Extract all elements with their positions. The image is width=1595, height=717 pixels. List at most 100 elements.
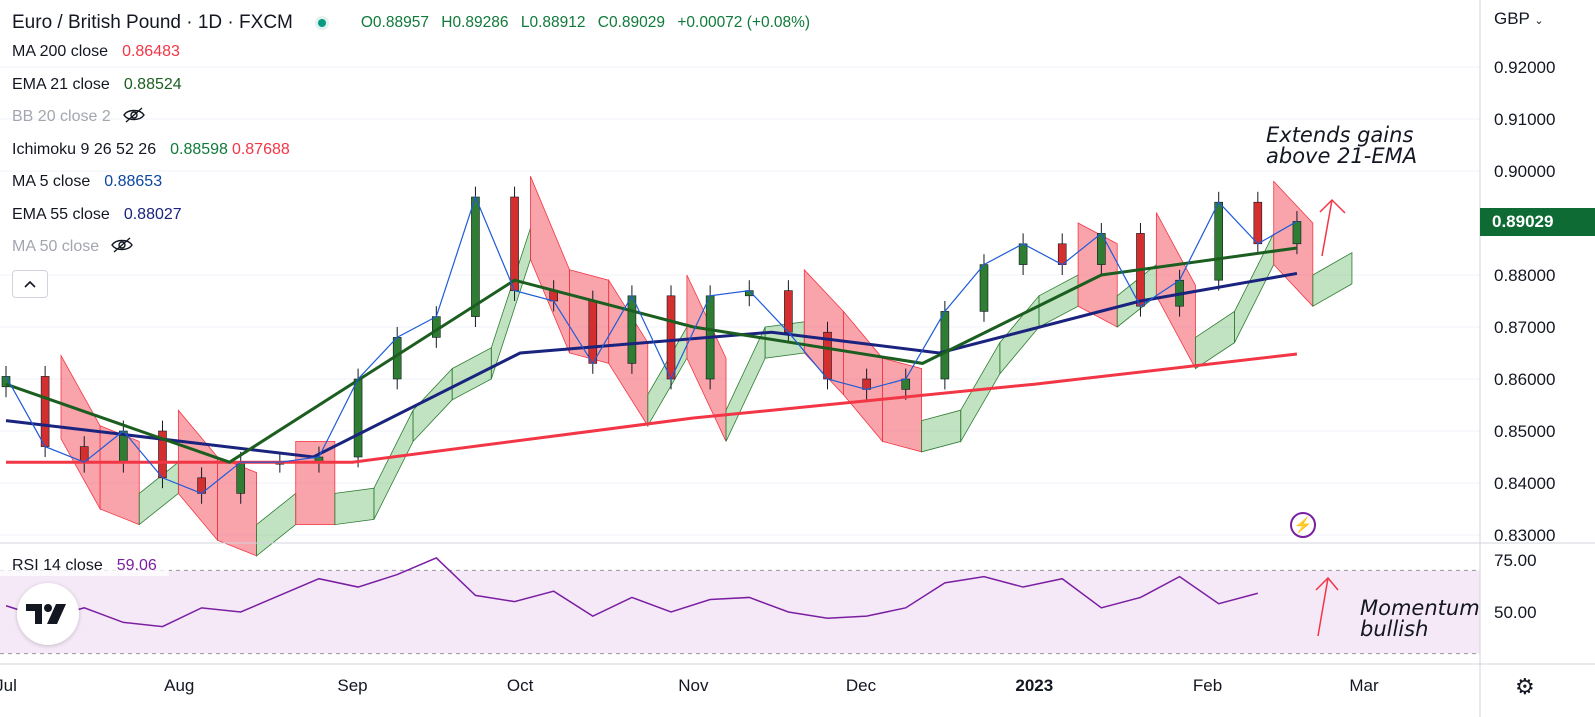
- ichimoku-cloud-segment: [921, 409, 962, 453]
- price-tick-label: 0.84000: [1494, 474, 1555, 493]
- price-tick-label: 0.90000: [1494, 162, 1555, 181]
- time-tick-label: Mar: [1349, 676, 1379, 695]
- chart-legend: Euro / British Pound · 1D · FXCM O0.8895…: [12, 10, 818, 298]
- ohlc-values: O0.88957 H0.89286 L0.88912 C0.89029 +0.0…: [361, 14, 818, 32]
- up-arrow-price: [1319, 198, 1346, 257]
- candle-body: [940, 311, 950, 380]
- price-annotation: Extends gains above 21-EMA: [1266, 125, 1417, 167]
- annotation-arrows: [1315, 198, 1346, 637]
- indicator-row[interactable]: EMA 55 close 0.88027: [12, 199, 818, 232]
- time-tick-label: Sep: [337, 676, 367, 695]
- ichimoku-cloud-segment: [725, 326, 766, 442]
- flash-icon[interactable]: ⚡: [1290, 512, 1316, 538]
- eye-off-icon[interactable]: [122, 107, 145, 128]
- indicator-label: EMA 55 close: [12, 205, 110, 223]
- rsi-annotation-line2: bullish: [1360, 617, 1429, 641]
- candle-body: [1253, 201, 1263, 245]
- tradingview-logo-mark: [26, 604, 66, 624]
- ema55-line: [5, 271, 1298, 459]
- indicator-label: MA 200 close: [12, 43, 109, 61]
- indicator-row[interactable]: MA 50 close: [12, 231, 818, 264]
- rsi-tick-label: 75.00: [1494, 551, 1537, 570]
- ichimoku-cloud-segment: [295, 440, 336, 525]
- candle-body: [901, 378, 911, 390]
- indicator-value: 0.88524: [123, 75, 182, 93]
- chart-title[interactable]: Euro / British Pound · 1D · FXCM: [12, 12, 293, 33]
- collapse-legend-button[interactable]: [12, 269, 48, 298]
- indicator-value: 0.88027: [123, 205, 182, 223]
- time-tick-label: Oct: [507, 676, 534, 695]
- indicator-label: MA 50 close: [12, 238, 100, 256]
- currency-label: GBP: [1494, 9, 1530, 28]
- indicator-row[interactable]: MA 200 close 0.86483: [12, 36, 818, 69]
- change-value: +0.00072 (+0.08%): [677, 14, 811, 31]
- candle-body: [666, 295, 676, 380]
- candle-body: [627, 295, 637, 364]
- rsi-tick-label: 50.00: [1494, 603, 1537, 622]
- price-tick-label: 0.88000: [1494, 266, 1555, 285]
- ma5-line: [5, 195, 1298, 495]
- open-value: O0.88957: [360, 14, 429, 31]
- up-arrow-rsi: [1315, 576, 1339, 637]
- indicator-row[interactable]: EMA 21 close 0.88524: [12, 69, 818, 102]
- indicator-row[interactable]: Ichimoku 9 26 52 26 0.88598 0.87688: [12, 134, 818, 167]
- last-price-tag: 0.89029: [1480, 208, 1595, 236]
- tradingview-logo[interactable]: [17, 583, 79, 645]
- candle-body: [40, 376, 50, 447]
- price-tick-label: 0.83000: [1494, 526, 1555, 545]
- candle-body: [1018, 243, 1028, 265]
- price-tick-label: 0.91000: [1494, 110, 1555, 129]
- indicator-row[interactable]: MA 5 close 0.88653: [12, 166, 818, 199]
- gear-icon[interactable]: ⚙: [1515, 674, 1535, 699]
- indicator-list: MA 200 close 0.86483 EMA 21 close 0.88524 BB…: [12, 36, 818, 264]
- indicator-value: 0.88598: [170, 140, 228, 158]
- close-value: C0.89029: [597, 14, 666, 31]
- ichimoku-cloud-segment: [842, 310, 883, 443]
- ichimoku-cloud-segment: [334, 487, 375, 526]
- price-tick-label: 0.85000: [1494, 422, 1555, 441]
- high-value: H0.89286: [441, 14, 509, 31]
- rsi-band: [0, 570, 1480, 654]
- time-tick-label: 2023: [1015, 676, 1053, 695]
- indicator-value-secondary: 0.87688: [231, 140, 290, 158]
- indicator-label: BB 20 close 2: [12, 108, 111, 126]
- indicator-row[interactable]: BB 20 close 2: [12, 101, 818, 134]
- rsi-pane: [0, 557, 1480, 655]
- rsi-label: RSI 14 close: [12, 557, 103, 574]
- indicator-label: Ichimoku 9 26 52 26: [12, 140, 157, 158]
- ma200-line: [6, 352, 1298, 464]
- ichimoku-cloud-segment: [256, 492, 297, 557]
- chevron-up-icon: [24, 280, 36, 288]
- time-tick-label: Jul: [0, 676, 17, 695]
- candle-body: [353, 378, 363, 458]
- low-value: L0.88912: [520, 14, 586, 31]
- ichimoku-cloud-segment: [1195, 310, 1235, 370]
- candle-body: [1057, 243, 1067, 265]
- price-tick-label: 0.86000: [1494, 370, 1555, 389]
- indicator-value: 0.88653: [104, 173, 163, 191]
- rsi-legend[interactable]: RSI 14 close 59.06: [0, 556, 169, 576]
- ichimoku-cloud-segment: [1234, 233, 1275, 343]
- chevron-down-icon: ⌄: [1534, 15, 1544, 27]
- candle-body: [979, 264, 989, 312]
- rsi-annotation: Momentum bullish: [1360, 598, 1480, 640]
- candle-body: [862, 378, 871, 390]
- currency-selector[interactable]: GBP ⌄: [1494, 9, 1544, 29]
- ichimoku-cloud-segment: [177, 409, 218, 542]
- candle-body: [1214, 201, 1223, 281]
- time-tick-label: Nov: [678, 676, 709, 695]
- time-tick-label: Feb: [1193, 676, 1222, 695]
- live-status-dot: [314, 16, 329, 30]
- indicator-label: MA 5 close: [12, 173, 91, 191]
- price-tick-label: 0.92000: [1494, 58, 1555, 77]
- time-tick-label: Dec: [846, 676, 877, 695]
- ichimoku-cloud-segment: [373, 410, 414, 520]
- grid-lines: [0, 66, 1480, 536]
- indicator-value: 0.86483: [122, 43, 180, 61]
- rsi-line: [5, 557, 1259, 628]
- eye-off-icon[interactable]: [111, 237, 133, 258]
- rsi-annotation-line1: Momentum: [1360, 596, 1480, 620]
- indicator-lines: [5, 195, 1298, 495]
